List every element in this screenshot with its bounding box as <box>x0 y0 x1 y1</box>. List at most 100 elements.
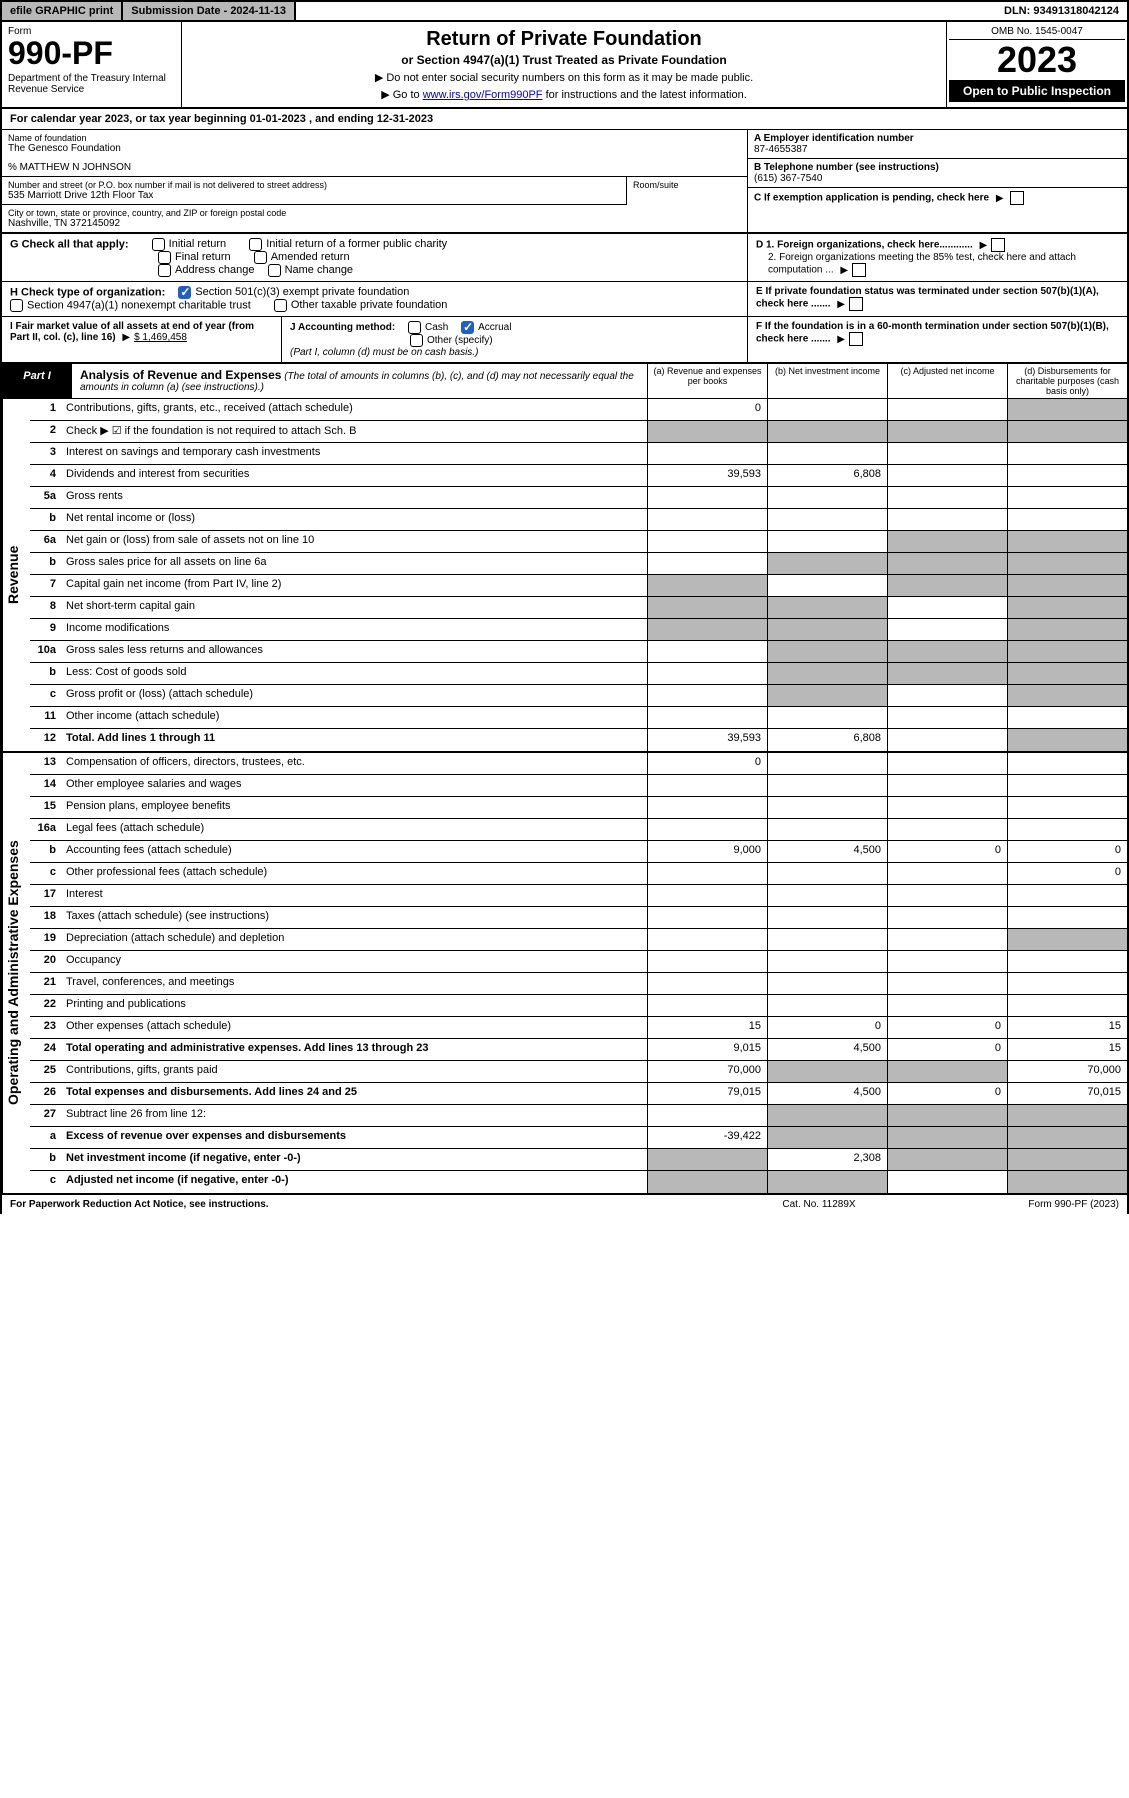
section-g: G Check all that apply: Initial return I… <box>0 234 1129 282</box>
table-row: bAccounting fees (attach schedule)9,0004… <box>30 841 1127 863</box>
checkbox-cash[interactable] <box>408 321 421 334</box>
table-row: 17Interest <box>30 885 1127 907</box>
cell-c <box>887 597 1007 618</box>
cell-c <box>887 465 1007 486</box>
checkbox-accrual[interactable] <box>461 321 474 334</box>
cell-c <box>887 995 1007 1016</box>
cell-a <box>647 907 767 928</box>
cell-a <box>647 443 767 464</box>
checkbox-f[interactable] <box>849 332 863 346</box>
expense-lines: 13Compensation of officers, directors, t… <box>30 753 1127 1193</box>
part1-header: Part I Analysis of Revenue and Expenses … <box>0 364 1129 399</box>
form-number: 990-PF <box>8 37 175 69</box>
cell-b <box>767 421 887 442</box>
checkbox-4947[interactable] <box>10 299 23 312</box>
checkbox-initial-public[interactable] <box>249 238 262 251</box>
top-bar: efile GRAPHIC print Submission Date - 20… <box>0 0 1129 22</box>
accounting-cell: J Accounting method: Cash Accrual Other … <box>282 317 747 362</box>
checkbox-name[interactable] <box>268 264 281 277</box>
cell-c <box>887 819 1007 840</box>
cell-b <box>767 797 887 818</box>
table-row: 22Printing and publications <box>30 995 1127 1017</box>
line-desc: Total expenses and disbursements. Add li… <box>62 1083 647 1104</box>
table-row: 1Contributions, gifts, grants, etc., rec… <box>30 399 1127 421</box>
cell-b <box>767 819 887 840</box>
city-cell: City or town, state or province, country… <box>2 205 747 232</box>
fmv-value: $ 1,469,458 <box>134 332 187 343</box>
cell-b <box>767 399 887 420</box>
table-row: 26Total expenses and disbursements. Add … <box>30 1083 1127 1105</box>
cell-d <box>1007 775 1127 796</box>
irs-link[interactable]: www.irs.gov/Form990PF <box>423 89 543 101</box>
line-number: 25 <box>30 1061 62 1082</box>
cell-d <box>1007 753 1127 774</box>
cell-d: 15 <box>1007 1039 1127 1060</box>
checkbox-final[interactable] <box>158 251 171 264</box>
cell-a <box>647 575 767 596</box>
cell-d <box>1007 907 1127 928</box>
ein: 87-4655387 <box>754 144 1121 155</box>
line-desc: Other employee salaries and wages <box>62 775 647 796</box>
info-grid: Name of foundation The Genesco Foundatio… <box>0 130 1129 234</box>
cell-a <box>647 951 767 972</box>
line-desc: Check ▶ ☑ if the foundation is not requi… <box>62 421 647 442</box>
cell-d <box>1007 597 1127 618</box>
line-number: b <box>30 1149 62 1170</box>
checkbox-d1[interactable] <box>991 238 1005 252</box>
line-desc: Printing and publications <box>62 995 647 1016</box>
line-number: 12 <box>30 729 62 751</box>
cell-b: 4,500 <box>767 841 887 862</box>
cell-d <box>1007 995 1127 1016</box>
cell-d: 0 <box>1007 863 1127 884</box>
cell-b <box>767 663 887 684</box>
checkbox-d2[interactable] <box>852 263 866 277</box>
table-row: 11Other income (attach schedule) <box>30 707 1127 729</box>
line-desc: Total operating and administrative expen… <box>62 1039 647 1060</box>
cell-d <box>1007 553 1127 574</box>
room-suite: Room/suite <box>627 177 747 205</box>
cell-d <box>1007 929 1127 950</box>
line-number: 20 <box>30 951 62 972</box>
table-row: 14Other employee salaries and wages <box>30 775 1127 797</box>
tax-year: 2023 <box>949 40 1125 80</box>
cell-c <box>887 1127 1007 1148</box>
line-number: 26 <box>30 1083 62 1104</box>
cell-a <box>647 619 767 640</box>
line-desc: Dividends and interest from securities <box>62 465 647 486</box>
checkbox-amended[interactable] <box>254 251 267 264</box>
expenses-vlabel: Operating and Administrative Expenses <box>2 753 30 1193</box>
line-desc: Interest <box>62 885 647 906</box>
form-subtitle: or Section 4947(a)(1) Trust Treated as P… <box>188 53 940 67</box>
omb-number: OMB No. 1545-0047 <box>949 24 1125 40</box>
line-desc: Pension plans, employee benefits <box>62 797 647 818</box>
cell-b: 6,808 <box>767 729 887 751</box>
phone: (615) 367-7540 <box>754 173 1121 184</box>
line-desc: Other income (attach schedule) <box>62 707 647 728</box>
cell-d <box>1007 1127 1127 1148</box>
table-row: bNet investment income (if negative, ent… <box>30 1149 1127 1171</box>
cell-a <box>647 707 767 728</box>
cell-d <box>1007 797 1127 818</box>
line-desc: Other expenses (attach schedule) <box>62 1017 647 1038</box>
checkbox-address[interactable] <box>158 264 171 277</box>
cell-d <box>1007 421 1127 442</box>
checkbox-c[interactable] <box>1010 191 1024 205</box>
line-desc: Contributions, gifts, grants paid <box>62 1061 647 1082</box>
header-right: OMB No. 1545-0047 2023 Open to Public In… <box>947 22 1127 107</box>
cell-b <box>767 597 887 618</box>
efile-label[interactable]: efile GRAPHIC print <box>2 2 123 20</box>
cell-c <box>887 797 1007 818</box>
checkbox-other-taxable[interactable] <box>274 299 287 312</box>
footer-left: For Paperwork Reduction Act Notice, see … <box>10 1199 719 1210</box>
line-desc: Gross rents <box>62 487 647 508</box>
checkbox-initial[interactable] <box>152 238 165 251</box>
cell-a <box>647 421 767 442</box>
checkbox-501c3[interactable] <box>178 286 191 299</box>
line-desc: Gross sales less returns and allowances <box>62 641 647 662</box>
col-a-head: (a) Revenue and expenses per books <box>647 364 767 398</box>
checkbox-e[interactable] <box>849 297 863 311</box>
line-desc: Less: Cost of goods sold <box>62 663 647 684</box>
line-number: 22 <box>30 995 62 1016</box>
checkbox-other-method[interactable] <box>410 334 423 347</box>
cell-c <box>887 685 1007 706</box>
